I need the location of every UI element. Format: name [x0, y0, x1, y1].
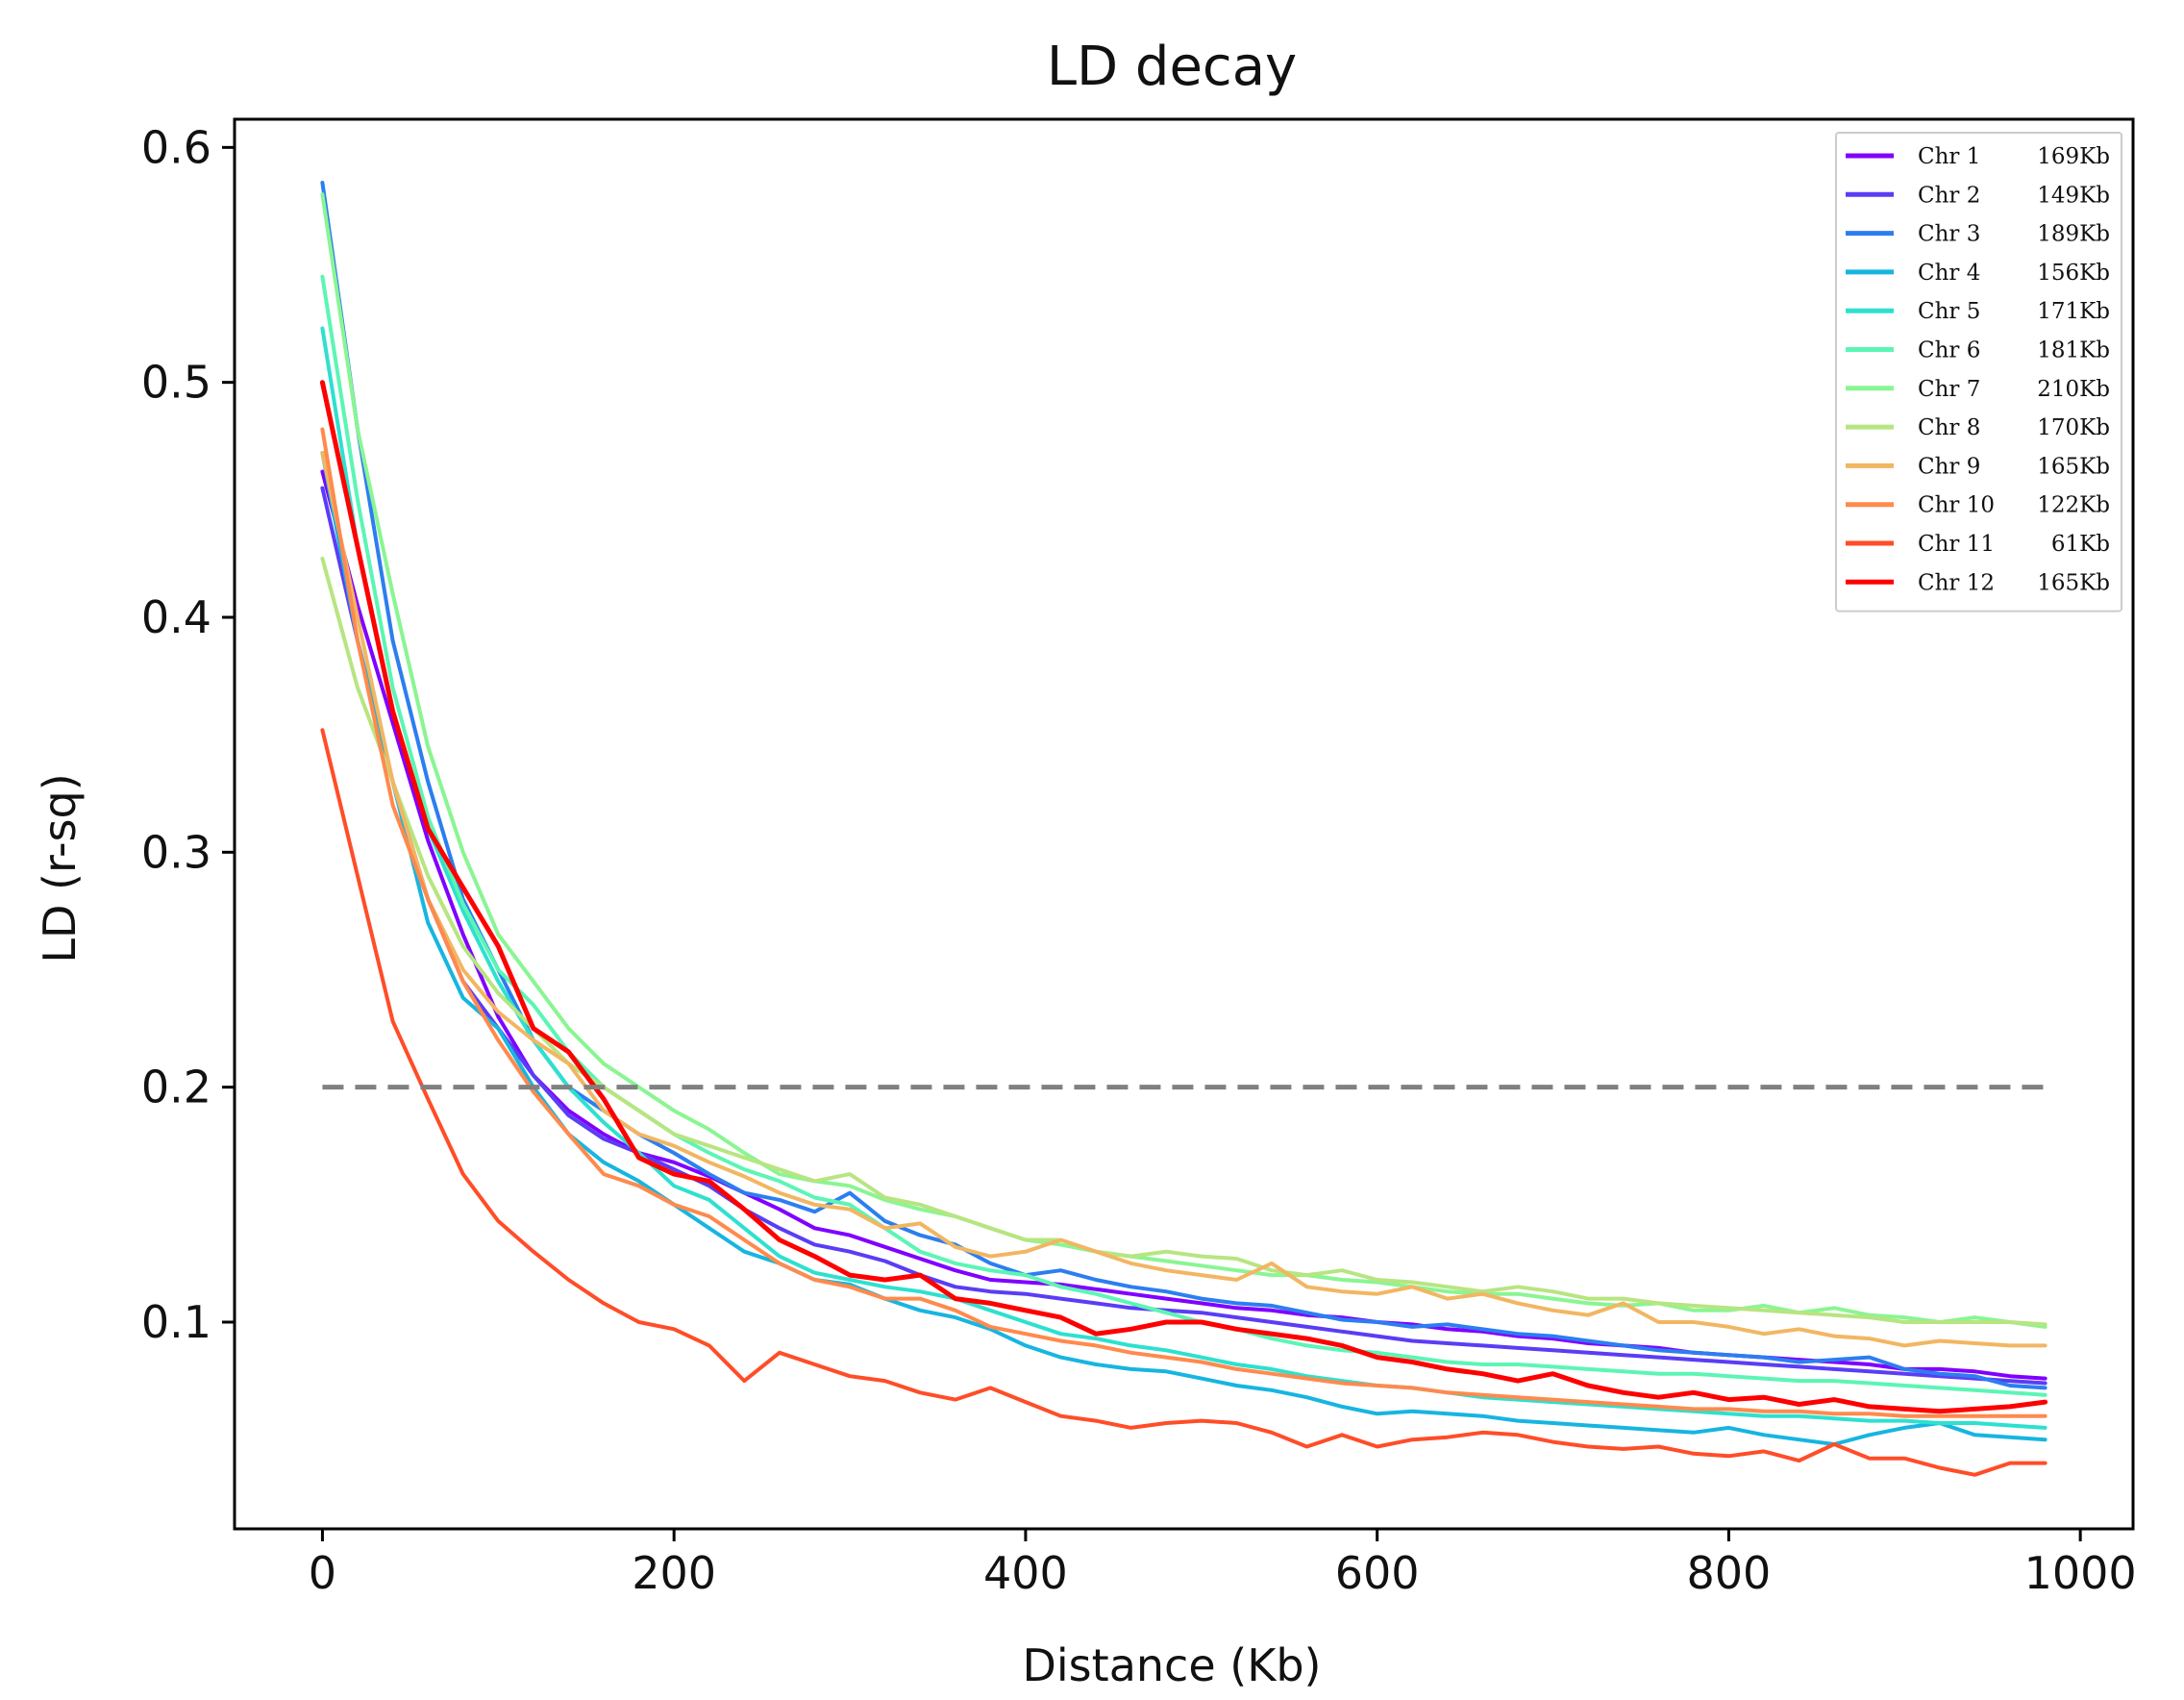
- series-line-chr-4: [320, 451, 2048, 1446]
- legend-label: Chr 12: [1918, 570, 1995, 595]
- y-axis-label: LD (r-sq): [34, 773, 86, 962]
- legend-decay-value: 156Kb: [2037, 261, 2110, 286]
- legend-decay-value: 169Kb: [2037, 144, 2110, 169]
- y-tick-label: 0.6: [141, 121, 211, 173]
- legend-decay-value: 122Kb: [2037, 493, 2110, 518]
- legend-decay-value: 170Kb: [2037, 415, 2110, 440]
- x-tick-label: 1000: [2024, 1547, 2137, 1599]
- x-tick-label: 200: [632, 1547, 716, 1599]
- legend: Chr 1 169Kb Chr 2 149Kb Chr 3 189Kb Chr 4 156Kb…: [1835, 132, 2122, 612]
- series-line-chr-1: [320, 469, 2048, 1381]
- x-tick-label: 400: [983, 1547, 1068, 1599]
- series-line-chr-7: [320, 192, 2048, 1329]
- legend-label: Chr 7: [1918, 377, 1980, 402]
- legend-decay-value: 61Kb: [2051, 532, 2110, 557]
- x-axis: 0 200 400 600 800 1000: [309, 1529, 2137, 1599]
- series-line-chr-12: [319, 380, 2048, 1414]
- legend-label: Chr 8: [1918, 415, 1980, 440]
- series-line-chr-6: [320, 274, 2048, 1397]
- chart-title: LD decay: [1047, 36, 1297, 98]
- legend-label: Chr 4: [1918, 261, 1980, 286]
- legend-label: Chr 3: [1918, 222, 1980, 247]
- series-line-chr-11: [320, 728, 2048, 1477]
- series-line-chr-8: [320, 556, 2048, 1327]
- x-axis-label: Distance (Kb): [1022, 1639, 1321, 1691]
- legend-label: Chr 10: [1918, 493, 1995, 518]
- legend-label: Chr 11: [1918, 532, 1995, 557]
- legend-label: Chr 5: [1918, 299, 1980, 324]
- legend-decay-value: 189Kb: [2037, 222, 2110, 247]
- legend-label: Chr 6: [1918, 338, 1980, 363]
- y-axis: 0.1 0.2 0.3 0.4 0.5 0.6: [141, 121, 235, 1348]
- legend-decay-value: 171Kb: [2037, 299, 2110, 324]
- series-layer: [319, 181, 2048, 1477]
- y-tick-label: 0.3: [141, 826, 211, 878]
- legend-box: [1835, 132, 2122, 612]
- series-line-chr-9: [320, 451, 2048, 1348]
- legend-decay-value: 165Kb: [2037, 570, 2110, 595]
- series-line-chr-2: [320, 486, 2048, 1386]
- series-line-chr-10: [320, 427, 2048, 1418]
- legend-decay-value: 210Kb: [2037, 377, 2110, 402]
- y-tick-label: 0.1: [141, 1296, 211, 1348]
- x-tick-label: 800: [1686, 1547, 1771, 1599]
- series-line-chr-5: [320, 326, 2048, 1430]
- legend-label: Chr 1: [1918, 144, 1980, 169]
- legend-decay-value: 181Kb: [2037, 338, 2110, 363]
- y-tick-label: 0.2: [141, 1062, 211, 1113]
- legend-label: Chr 2: [1918, 183, 1980, 208]
- x-tick-label: 600: [1335, 1547, 1420, 1599]
- plot-frame: [233, 117, 2135, 1531]
- x-tick-label: 0: [309, 1547, 336, 1599]
- y-tick-label: 0.5: [141, 357, 211, 409]
- y-tick-label: 0.4: [141, 591, 211, 643]
- legend-decay-value: 149Kb: [2037, 183, 2110, 208]
- legend-decay-value: 165Kb: [2037, 454, 2110, 479]
- series-line-chr-3: [320, 181, 2048, 1390]
- legend-label: Chr 9: [1918, 454, 1980, 479]
